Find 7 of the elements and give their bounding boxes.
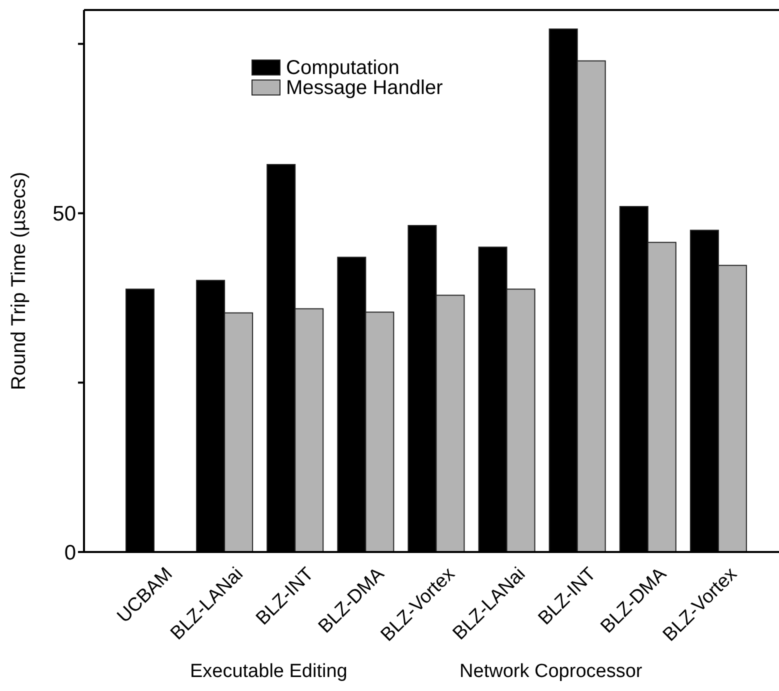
text: Network Coprocessor (460, 661, 643, 682)
y-tick-label: 50 (52, 202, 76, 226)
y-tick-label: 0 (64, 541, 76, 564)
y-axis-title: Round Trip Time (µsecs) (8, 172, 30, 390)
legend-label: Message Handler (286, 77, 444, 99)
legend-label: Computation (286, 57, 400, 79)
text: Executable Editing (190, 661, 348, 682)
